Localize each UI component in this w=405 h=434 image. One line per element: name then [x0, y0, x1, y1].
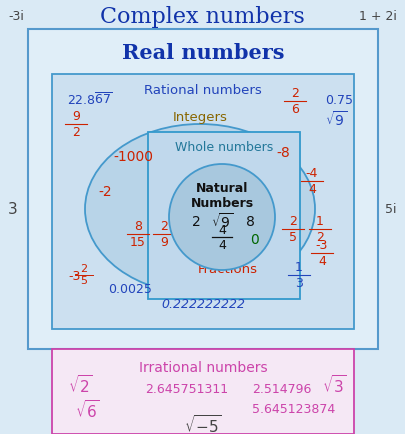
- Text: 2: 2: [291, 87, 299, 100]
- Text: $\sqrt{9}$: $\sqrt{9}$: [325, 110, 347, 129]
- Circle shape: [169, 164, 275, 270]
- Text: Whole numbers: Whole numbers: [175, 141, 273, 154]
- Text: Irrational numbers: Irrational numbers: [139, 360, 267, 374]
- Text: -8: -8: [276, 146, 290, 160]
- Text: -2: -2: [98, 184, 112, 198]
- Text: -3: -3: [316, 238, 328, 251]
- Text: 6: 6: [291, 103, 299, 116]
- Text: 4: 4: [308, 183, 316, 196]
- Text: 1: 1: [316, 214, 324, 227]
- Ellipse shape: [85, 125, 315, 294]
- Text: 0: 0: [251, 233, 259, 247]
- Text: 2: 2: [160, 220, 168, 233]
- Text: 2: 2: [289, 214, 297, 227]
- Text: $\sqrt{3}$: $\sqrt{3}$: [322, 373, 347, 395]
- Text: 9: 9: [72, 110, 80, 123]
- Text: 3: 3: [295, 276, 303, 289]
- Text: 2: 2: [316, 230, 324, 243]
- Bar: [52, 349, 354, 434]
- Text: 8: 8: [245, 214, 254, 228]
- Text: 3: 3: [8, 202, 18, 217]
- Text: -4: -4: [306, 167, 318, 180]
- Text: $\sqrt{6}$: $\sqrt{6}$: [75, 398, 100, 420]
- Text: -1000: -1000: [113, 150, 153, 164]
- Text: -3: -3: [68, 270, 80, 283]
- Text: 0.75: 0.75: [325, 93, 353, 106]
- Text: 8: 8: [134, 220, 142, 233]
- Text: 2: 2: [81, 263, 87, 273]
- Text: 0.222222222: 0.222222222: [161, 298, 245, 311]
- Text: 2.645751311: 2.645751311: [145, 383, 228, 395]
- Text: -3i: -3i: [8, 10, 24, 23]
- Text: Natural
Numbers: Natural Numbers: [190, 181, 254, 210]
- Text: 5i: 5i: [386, 203, 397, 216]
- Text: 15: 15: [130, 236, 146, 248]
- Text: 5: 5: [289, 230, 297, 243]
- Text: 1: 1: [295, 260, 303, 273]
- Bar: [28, 30, 378, 349]
- Text: 2: 2: [192, 214, 200, 228]
- Text: 2.514796: 2.514796: [252, 383, 311, 395]
- Text: Integers: Integers: [173, 111, 228, 124]
- Text: 4: 4: [218, 224, 226, 237]
- Text: $\sqrt{9}$: $\sqrt{9}$: [211, 212, 233, 231]
- Text: Rational numbers: Rational numbers: [144, 83, 262, 96]
- Bar: [52, 75, 354, 329]
- Text: 2: 2: [72, 126, 80, 139]
- Text: Fractions: Fractions: [198, 263, 258, 276]
- Bar: [148, 133, 300, 299]
- Text: 1 + 2i: 1 + 2i: [359, 10, 397, 23]
- Text: 5.645123874: 5.645123874: [252, 403, 335, 415]
- Text: 5: 5: [81, 275, 87, 285]
- Text: $\sqrt{-5}$: $\sqrt{-5}$: [184, 413, 222, 434]
- Text: 9: 9: [160, 236, 168, 248]
- Text: $22.8\overline{67}$: $22.8\overline{67}$: [67, 92, 112, 108]
- Text: Real numbers: Real numbers: [122, 43, 284, 63]
- Text: Complex numbers: Complex numbers: [100, 6, 305, 28]
- Text: $\sqrt{2}$: $\sqrt{2}$: [68, 373, 93, 395]
- Text: 0.0025: 0.0025: [108, 283, 152, 296]
- Text: 4: 4: [218, 238, 226, 251]
- Text: 4: 4: [318, 254, 326, 267]
